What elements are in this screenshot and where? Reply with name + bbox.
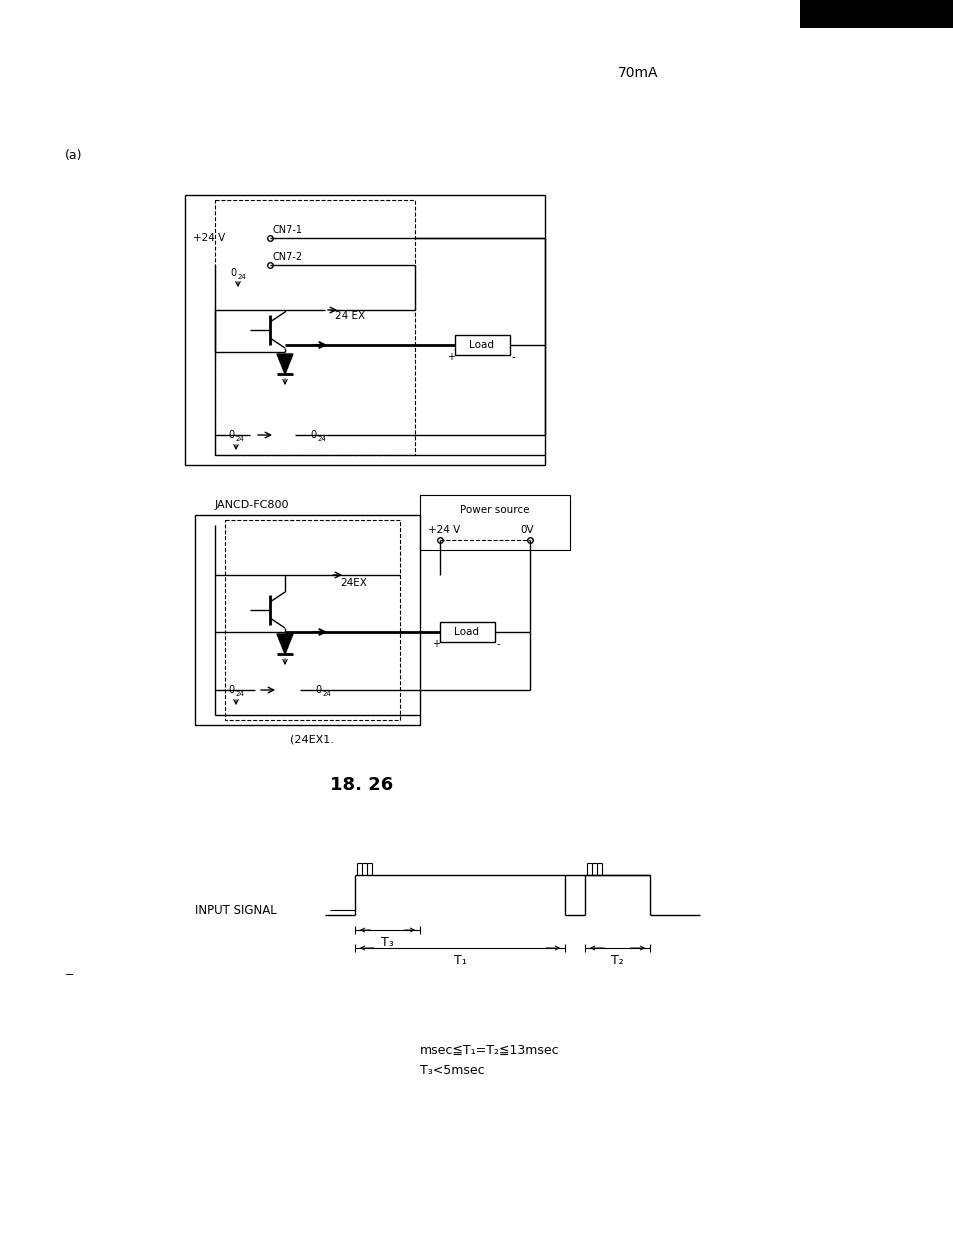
Text: 24EX: 24EX xyxy=(339,578,367,587)
Text: T₁: T₁ xyxy=(453,955,466,967)
Bar xyxy=(194,515,419,726)
Text: msec≦T₁=T₂≦13msec: msec≦T₁=T₂≦13msec xyxy=(419,1044,559,1056)
Text: 0: 0 xyxy=(228,429,233,441)
Text: 24: 24 xyxy=(237,274,247,280)
Text: 18. 26: 18. 26 xyxy=(330,776,393,793)
Text: 24: 24 xyxy=(323,691,332,697)
Text: +24 V: +24 V xyxy=(193,233,225,243)
Text: -: - xyxy=(512,352,515,362)
Text: (a): (a) xyxy=(65,148,82,162)
Text: -: - xyxy=(497,639,500,649)
Text: 0: 0 xyxy=(228,685,233,695)
Polygon shape xyxy=(276,634,293,654)
Bar xyxy=(455,334,510,355)
Bar xyxy=(800,0,953,28)
Bar xyxy=(214,200,415,455)
Text: 24 EX: 24 EX xyxy=(335,311,365,321)
Text: +24 V: +24 V xyxy=(428,524,459,536)
Text: INPUT SIGNAL: INPUT SIGNAL xyxy=(194,903,276,917)
Text: CN7-1: CN7-1 xyxy=(273,225,303,234)
Bar xyxy=(185,195,544,465)
Text: 24: 24 xyxy=(235,691,245,697)
Text: 24: 24 xyxy=(317,436,327,442)
Bar xyxy=(439,622,495,642)
Bar xyxy=(419,495,569,550)
Text: 0: 0 xyxy=(314,685,321,695)
Text: 24: 24 xyxy=(235,436,245,442)
Text: Load: Load xyxy=(454,627,479,637)
Text: (24EX1.: (24EX1. xyxy=(290,735,334,745)
Text: T₃: T₃ xyxy=(381,937,394,949)
Text: 70mA: 70mA xyxy=(618,65,658,80)
Text: T₃<5msec: T₃<5msec xyxy=(419,1064,484,1076)
Polygon shape xyxy=(276,354,293,374)
Text: +: + xyxy=(432,639,439,649)
Text: 0: 0 xyxy=(230,268,236,278)
Text: CN7-2: CN7-2 xyxy=(273,252,303,262)
Text: 0V: 0V xyxy=(519,524,533,536)
Text: Power source: Power source xyxy=(459,505,529,515)
Bar xyxy=(225,520,399,719)
Text: JANCD-FC800: JANCD-FC800 xyxy=(214,500,289,510)
Text: +: + xyxy=(447,352,455,362)
Text: 0: 0 xyxy=(310,429,315,441)
Text: Load: Load xyxy=(469,341,494,350)
Text: −: − xyxy=(65,970,74,980)
Text: T₂: T₂ xyxy=(611,955,623,967)
